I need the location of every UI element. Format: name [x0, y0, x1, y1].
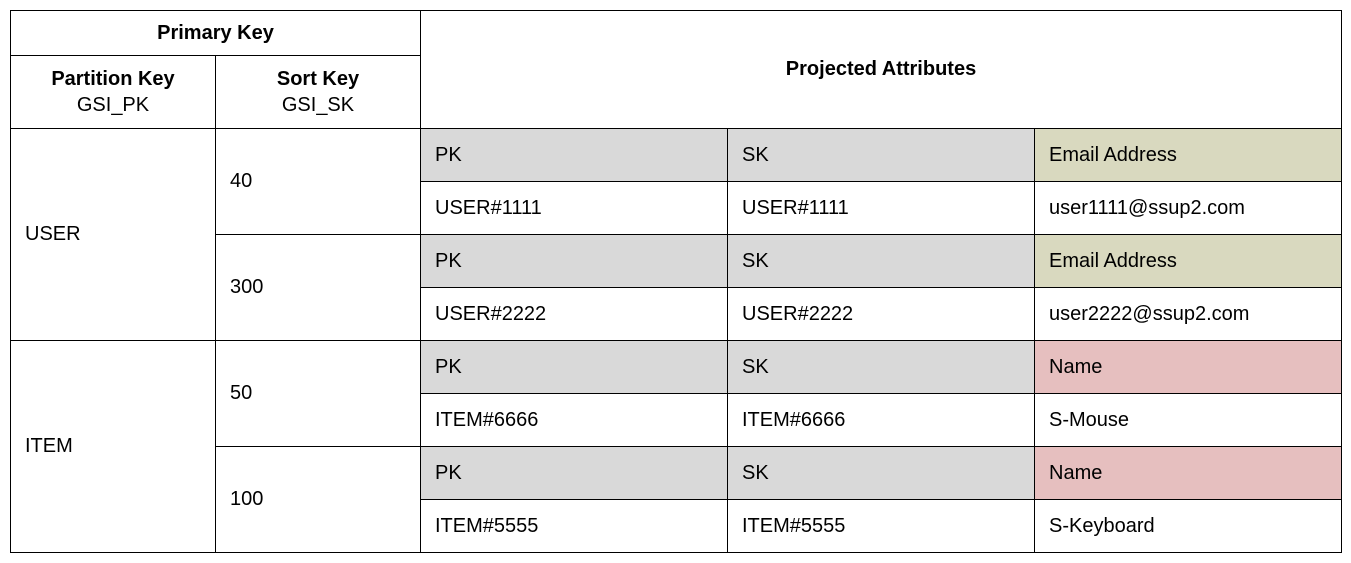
cell-i1-pk: ITEM#6666: [421, 394, 728, 447]
attr-header-sk: SK: [728, 129, 1035, 182]
cell-u1-sk: USER#1111: [728, 182, 1035, 235]
partition-key-header: Partition Key GSI_PK: [11, 56, 216, 129]
attr-header-pk: PK: [421, 341, 728, 394]
attr-header-email: Email Address: [1035, 129, 1342, 182]
cell-u1-pk: USER#1111: [421, 182, 728, 235]
partition-key-sub: GSI_PK: [11, 92, 215, 118]
pk-item: ITEM: [11, 341, 216, 553]
cell-i1-sk: ITEM#6666: [728, 394, 1035, 447]
attr-header-name: Name: [1035, 341, 1342, 394]
attr-header-email: Email Address: [1035, 235, 1342, 288]
cell-i2-name: S-Keyboard: [1035, 500, 1342, 553]
attr-header-name: Name: [1035, 447, 1342, 500]
cell-u1-email: user1111@ssup2.com: [1035, 182, 1342, 235]
sk-40: 40: [216, 129, 421, 235]
cell-u2-pk: USER#2222: [421, 288, 728, 341]
attr-header-pk: PK: [421, 129, 728, 182]
cell-u2-email: user2222@ssup2.com: [1035, 288, 1342, 341]
sk-50: 50: [216, 341, 421, 447]
projected-attrs-header: Projected Attributes: [421, 11, 1342, 129]
sort-key-sub: GSI_SK: [216, 92, 420, 118]
cell-i2-sk: ITEM#5555: [728, 500, 1035, 553]
attr-header-sk: SK: [728, 341, 1035, 394]
attr-header-sk: SK: [728, 447, 1035, 500]
attr-header-pk: PK: [421, 235, 728, 288]
attr-header-sk: SK: [728, 235, 1035, 288]
cell-u2-sk: USER#2222: [728, 288, 1035, 341]
pk-user: USER: [11, 129, 216, 341]
sort-key-label: Sort Key: [216, 66, 420, 92]
cell-i1-name: S-Mouse: [1035, 394, 1342, 447]
gsi-table: Primary Key Projected Attributes Partiti…: [10, 10, 1342, 553]
attr-header-pk: PK: [421, 447, 728, 500]
partition-key-label: Partition Key: [11, 66, 215, 92]
sk-100: 100: [216, 447, 421, 553]
cell-i2-pk: ITEM#5555: [421, 500, 728, 553]
sort-key-header: Sort Key GSI_SK: [216, 56, 421, 129]
primary-key-header: Primary Key: [11, 11, 421, 56]
sk-300: 300: [216, 235, 421, 341]
